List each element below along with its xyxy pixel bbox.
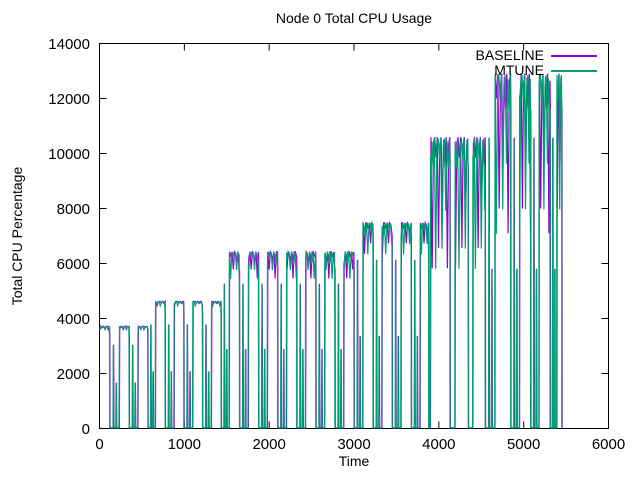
y-tick-label: 14000 xyxy=(48,35,90,53)
legend-entry-baseline: BASELINE xyxy=(476,48,597,63)
y-tick-label: 2000 xyxy=(56,365,90,383)
y-tick-label: 8000 xyxy=(56,200,90,218)
data-lines xyxy=(99,73,563,429)
x-tick-label: 5000 xyxy=(506,436,541,453)
legend-label-mtune: MTUNE xyxy=(494,62,544,78)
x-tick-label: 4000 xyxy=(422,436,456,453)
legend-line-sample-mtune xyxy=(551,69,597,72)
legend: BASELINE MTUNE xyxy=(476,48,597,78)
chart-title: Node 0 Total CPU Usage xyxy=(275,10,433,26)
x-axis-label: Time xyxy=(338,453,370,469)
legend-label-baseline: BASELINE xyxy=(475,47,544,63)
x-tick-label: 0 xyxy=(95,436,104,453)
x-tick-label: 2000 xyxy=(252,436,286,453)
legend-entry-mtune: MTUNE xyxy=(476,63,597,78)
y-tick-label: 10000 xyxy=(48,145,90,163)
legend-line-sample-baseline xyxy=(551,54,597,57)
x-tick-label: 6000 xyxy=(591,436,626,453)
y-tick-label: 6000 xyxy=(56,255,90,273)
y-tick-label: 0 xyxy=(81,420,90,438)
mtune-line xyxy=(99,74,563,429)
y-tick-label: 12000 xyxy=(48,90,90,108)
x-tick-label: 3000 xyxy=(337,436,371,453)
y-tick-label: 4000 xyxy=(56,310,90,328)
x-tick-label: 1000 xyxy=(167,436,202,453)
baseline-line xyxy=(99,73,563,429)
